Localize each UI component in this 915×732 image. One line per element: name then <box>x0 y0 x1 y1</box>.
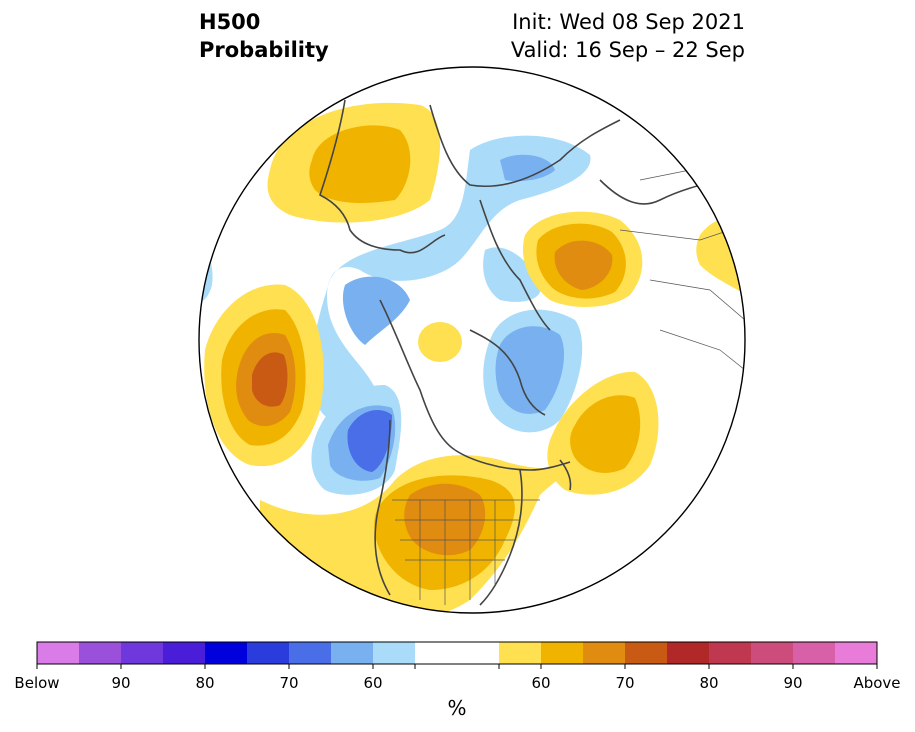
colorbar-cell <box>541 642 584 664</box>
anomaly-pole-above <box>418 322 462 362</box>
colorbar-cell <box>709 642 752 664</box>
anomaly-siberia-below <box>311 135 591 424</box>
colorbar-cell <box>583 642 626 664</box>
colorbar-cell <box>415 642 500 664</box>
colorbar-cell <box>247 642 290 664</box>
colorbar-cell <box>667 642 710 664</box>
map-title: H500 Probability <box>199 8 329 64</box>
polar-map <box>198 66 746 614</box>
colorbar-cell <box>331 642 374 664</box>
colorbar-tick-label: Below <box>14 674 60 692</box>
colorbar-cell <box>163 642 206 664</box>
variable-label: H500 <box>199 10 261 34</box>
anomaly-russia-below <box>483 247 541 302</box>
colorbar-cell <box>835 642 878 664</box>
coastlines <box>319 99 721 606</box>
colorbar-tick-label: 90 <box>783 674 803 692</box>
colorbar-cell <box>121 642 164 664</box>
anomaly-atlantic-above <box>547 371 659 495</box>
colorbar-tick-label: 60 <box>363 674 383 692</box>
colorbar-cell <box>289 642 332 664</box>
anomaly-gulf-alaska-below <box>311 385 402 495</box>
colorbar-cell <box>37 642 80 664</box>
colorbar-cell <box>625 642 668 664</box>
colorbar-tick-label: 80 <box>699 674 719 692</box>
product-label: Probability <box>199 38 329 62</box>
colorbar-tick-label: Above <box>853 674 901 692</box>
colorbar-cell <box>751 642 794 664</box>
anomaly-scandinavia-above <box>522 211 643 307</box>
colorbar-cell <box>373 642 416 664</box>
valid-range: Valid: 16 Sep – 22 Sep <box>510 38 745 62</box>
colorbar-cell <box>793 642 836 664</box>
colorbar-cell <box>205 642 248 664</box>
colorbar-tick-label: 70 <box>615 674 635 692</box>
colorbar-tick-label: 60 <box>531 674 551 692</box>
colorbar-cell <box>79 642 122 664</box>
anomaly-alaska-above <box>267 102 440 223</box>
colorbar-frame <box>36 641 878 665</box>
init-date: Init: Wed 08 Sep 2021 <box>512 10 745 34</box>
anomaly-greenland-below <box>483 309 583 433</box>
colorbar-tick-label: 70 <box>279 674 299 692</box>
colorbar-cell <box>499 642 542 664</box>
colorbar-unit: % <box>447 696 467 720</box>
colorbar-tick-label: 90 <box>111 674 131 692</box>
map-boundary <box>198 66 746 614</box>
date-info: Init: Wed 08 Sep 2021 Valid: 16 Sep – 22… <box>511 8 745 64</box>
anomaly-pacific-above <box>204 284 324 467</box>
colorbar-tick-label: 80 <box>195 674 215 692</box>
